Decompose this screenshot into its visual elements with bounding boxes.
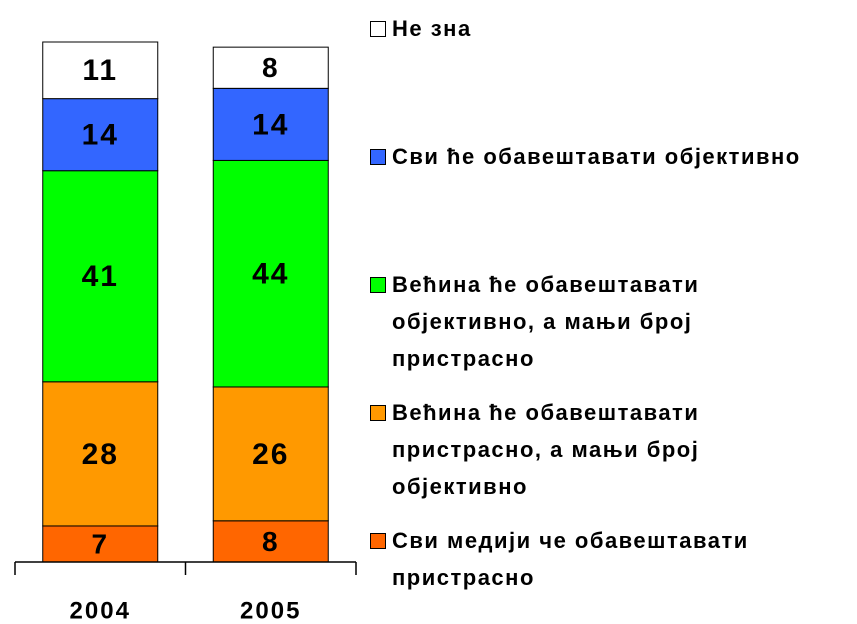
data-label: 14 xyxy=(252,108,289,141)
x-tick-label: 2005 xyxy=(240,597,301,624)
data-label: 41 xyxy=(82,260,119,293)
bar-segment xyxy=(212,159,329,388)
data-label: 26 xyxy=(252,438,289,471)
bar-segment xyxy=(42,41,159,100)
legend-swatch xyxy=(370,277,386,293)
data-label: 14 xyxy=(82,119,119,152)
legend-swatch xyxy=(370,21,386,37)
bar-segment xyxy=(42,170,159,383)
legend-label: Сви ће обавештавати објективно xyxy=(392,144,801,169)
legend-item: Већина ће обавештавати објективно, а мањ… xyxy=(370,266,850,377)
legend-swatch xyxy=(370,149,386,165)
legend-item: Не зна xyxy=(370,10,850,47)
data-label: 7 xyxy=(91,528,109,559)
legend-swatch xyxy=(370,405,386,421)
bar-segment xyxy=(212,87,329,161)
bar-segment xyxy=(212,386,329,522)
legend-item: Сви медији че обавештавати пристрасно xyxy=(370,522,850,596)
legend-label: Већина ће обавештавати пристрасно, а мањ… xyxy=(392,400,700,499)
x-tick-label: 2004 xyxy=(70,597,131,624)
legend-swatch xyxy=(370,533,386,549)
legend-label: Сви медији че обавештавати пристрасно xyxy=(392,528,749,590)
data-label: 11 xyxy=(82,54,118,87)
legend-label: Не зна xyxy=(392,16,472,41)
data-label: 44 xyxy=(252,258,289,291)
data-label: 8 xyxy=(262,526,280,557)
legend-item: Сви ће обавештавати објективно xyxy=(370,138,850,175)
data-label: 8 xyxy=(262,52,280,83)
legend-label: Већина ће обавештавати објективно, а мањ… xyxy=(392,272,700,371)
legend-item: Већина ће обавештавати пристрасно, а мањ… xyxy=(370,394,850,505)
bar-segment xyxy=(42,381,159,527)
data-label: 28 xyxy=(82,438,119,471)
bar-segment xyxy=(212,46,329,89)
bar-segment xyxy=(212,520,329,563)
bar-segment xyxy=(42,525,159,563)
